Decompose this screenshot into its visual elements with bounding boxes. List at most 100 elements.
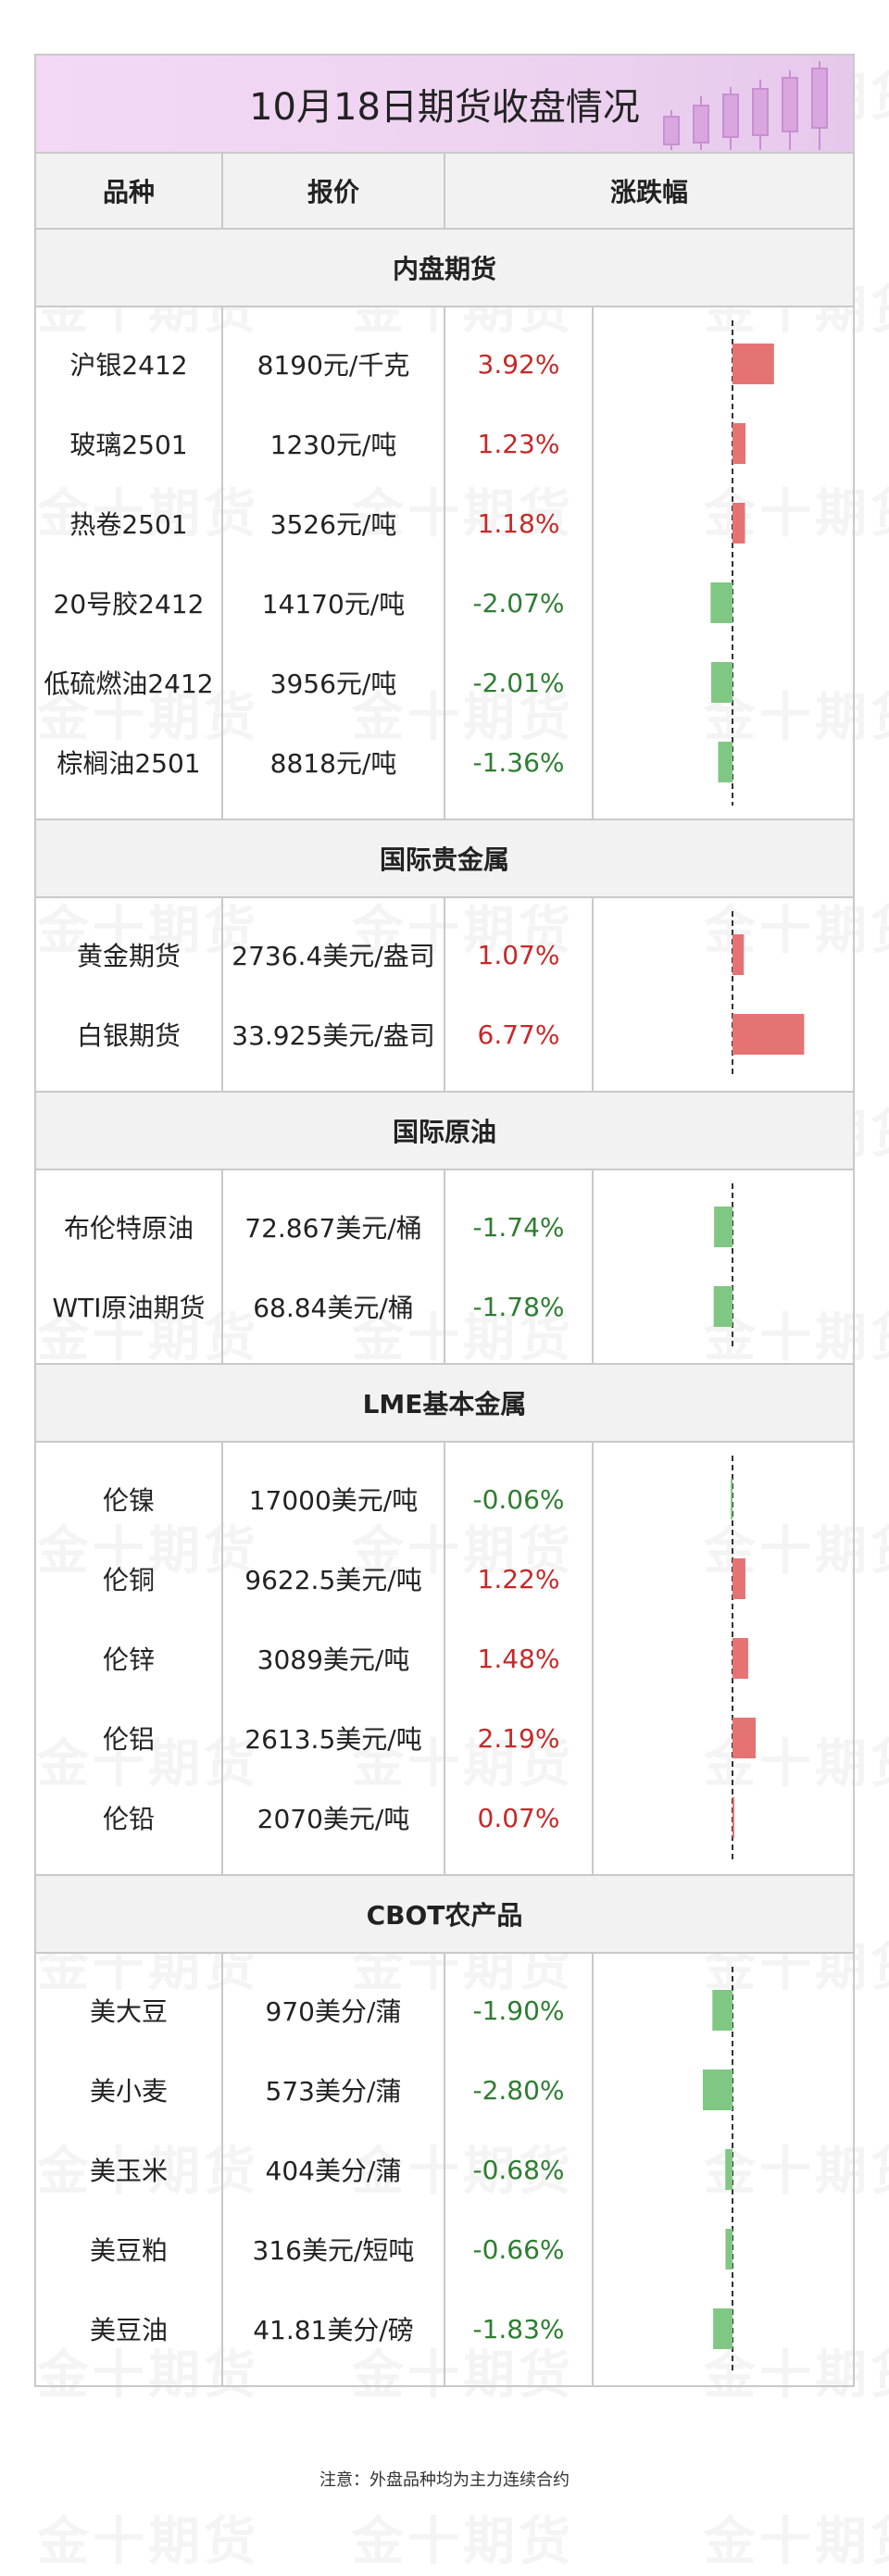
price-column: 8190元/千克 1230元/吨 3526元/吨 14170元/吨 3956元/吨 881… [223, 307, 445, 819]
commodity-name: 美玉米 [89, 2156, 168, 2186]
name-column: 沪银2412 玻璃2501 热卷2501 20号胶2412 低硫燃油2412 棕榈油250… [36, 307, 223, 819]
change-bar [732, 1718, 757, 1758]
commodity-change: -0.68% [472, 2154, 565, 2185]
commodity-name: 美豆油 [89, 2315, 168, 2345]
commodity-price: 3089美元/吨 [257, 1644, 410, 1675]
name-column: 伦镍 伦铜 伦锌 伦铝 伦铅 [36, 1443, 223, 1874]
commodity-price: 3956元/吨 [269, 669, 397, 699]
table-header: 品种 报价 涨跌幅 [36, 154, 853, 230]
commodity-price: 68.84美元/桶 [253, 1293, 414, 1323]
change-bar [732, 1797, 734, 1838]
header-change: 涨跌幅 [609, 177, 688, 207]
change-bar [711, 662, 732, 703]
name-column: 黄金期货 白银期货 [36, 898, 223, 1091]
section-body: 黄金期货 白银期货 2736.4美元/盎司 33.925美元/盎司 1.07% 6.77% [36, 898, 853, 1093]
change-bar [732, 1014, 805, 1055]
section-body: 美大豆 美小麦 美玉米 美豆粕 美豆油 970美分/蒲 573美分/蒲 404美分/蒲 316美… [36, 1954, 853, 2385]
change-bar-chart [731, 1456, 757, 1861]
commodity-price: 8190元/千克 [257, 350, 410, 381]
header-price: 报价 [223, 154, 445, 228]
commodity-price: 2736.4美元/盎司 [232, 941, 435, 971]
commodity-change: 6.77% [477, 1019, 560, 1050]
change-bar [732, 1558, 745, 1599]
candlestick-decoration-icon [663, 61, 828, 150]
commodity-price: 9622.5美元/吨 [244, 1565, 422, 1595]
futures-table-card: 10月18日期货收盘情况 品种 报价 涨跌幅 内盘期货 沪银2412 玻璃2501 热… [34, 54, 855, 2387]
change-bar-chart [703, 1967, 733, 2372]
commodity-change: 1.22% [477, 1563, 560, 1594]
price-column: 17000美元/吨 9622.5美元/吨 3089美元/吨 2613.5美元/吨 207… [223, 1443, 445, 1874]
commodity-price: 17000美元/吨 [248, 1485, 419, 1516]
commodity-price: 404美分/蒲 [265, 2156, 402, 2186]
change-bar [732, 1638, 748, 1679]
name-column: 美大豆美小麦美玉米美豆粕美豆油 [36, 1954, 223, 2385]
change-bar [713, 2308, 732, 2349]
change-bar [731, 1479, 732, 1519]
bar-column [594, 1443, 853, 1874]
commodity-change: 2.19% [477, 1722, 560, 1754]
commodity-change: 1.23% [477, 428, 560, 459]
commodity-price: 33.925美元/盎司 [232, 1020, 435, 1051]
sections-container: 内盘期货 沪银2412 玻璃2501 热卷2501 20号胶2412 低硫燃油2412 棕榈… [36, 230, 853, 2385]
commodity-name: 伦铜 [102, 1565, 155, 1595]
section-header: CBOT农产品 [36, 1876, 853, 1954]
commodity-name: 棕榈油2501 [56, 748, 201, 779]
title-bar: 10月18日期货收盘情况 [36, 56, 853, 154]
change-bar [713, 1286, 732, 1327]
commodity-change: -0.66% [472, 2233, 565, 2265]
commodity-name: 美小麦 [89, 2076, 168, 2107]
commodity-name: 伦锌 [102, 1644, 155, 1675]
commodity-change: -2.01% [472, 667, 565, 698]
commodity-change: -1.78% [472, 1291, 565, 1322]
commodity-name: 热卷2501 [69, 509, 188, 540]
change-bar [732, 344, 774, 384]
change-bar [732, 503, 745, 544]
commodity-name: 玻璃2501 [69, 430, 188, 460]
name-column: 布伦特原油 WTI原油期货 [36, 1170, 223, 1363]
commodity-name: 伦铝 [102, 1724, 155, 1755]
watermark-logo: 金十期货 [704, 2500, 889, 2575]
watermark-logo: 金十期货 [352, 2500, 574, 2575]
commodity-price: 14170元/吨 [261, 589, 406, 619]
commodity-price: 2070美元/吨 [257, 1804, 410, 1834]
commodity-change: -2.80% [472, 2074, 565, 2106]
section-body: 伦镍 伦铜 伦锌 伦铝 伦铅 17000美元/吨 9622.5美元/吨 3089美元/吨 261… [36, 1443, 853, 1876]
footnote: 注意：外盘品种均为主力连续合约 [319, 2470, 570, 2490]
commodity-change: 1.07% [477, 939, 560, 970]
change-bar [725, 2229, 732, 2270]
change-column: -0.06% 1.22% 1.48% 2.19% 0.07% [445, 1443, 594, 1874]
commodity-name: 美大豆 [89, 1996, 168, 2027]
commodity-name: 伦镍 [102, 1485, 155, 1516]
section-body: 沪银2412 玻璃2501 热卷2501 20号胶2412 低硫燃油2412 棕榈油250… [36, 307, 853, 820]
commodity-name: 白银期货 [76, 1020, 181, 1051]
commodity-change: 3.92% [477, 348, 560, 380]
page-title: 10月18日期货收盘情况 [249, 86, 640, 129]
commodity-name: WTI原油期货 [52, 1293, 206, 1323]
change-bar-chart [713, 1183, 733, 1350]
commodity-price: 1230元/吨 [269, 430, 397, 460]
bar-column [594, 1954, 853, 2385]
commodity-name: 美豆粕 [89, 2235, 168, 2266]
commodity-change: 1.18% [477, 507, 560, 539]
commodity-price: 72.867美元/桶 [244, 1213, 422, 1244]
commodity-change: -0.06% [472, 1483, 565, 1515]
commodity-name: 低硫燃油2412 [44, 669, 214, 699]
commodity-change: 0.07% [477, 1802, 560, 1833]
commodity-name: 布伦特原油 [63, 1213, 194, 1244]
commodity-price: 2613.5美元/吨 [244, 1724, 422, 1755]
change-bar-chart [710, 320, 774, 806]
section-header: LME基本金属 [36, 1365, 853, 1443]
section-body: 布伦特原油 WTI原油期货 72.867美元/桶 68.84美元/桶 -1.74% -1.… [36, 1170, 853, 1365]
commodity-change: -2.07% [472, 587, 565, 619]
commodity-change: -1.36% [472, 746, 565, 778]
watermark-logo: 金十期货 [37, 2500, 259, 2575]
change-column: -1.74% -1.78% [445, 1170, 594, 1363]
price-column: 2736.4美元/盎司 33.925美元/盎司 [223, 898, 445, 1091]
change-column: 1.07% 6.77% [445, 898, 594, 1091]
commodity-change: 1.48% [477, 1643, 560, 1674]
commodity-price: 573美分/蒲 [265, 2076, 402, 2107]
change-bar [703, 2070, 732, 2110]
bar-column [594, 1170, 853, 1363]
price-column: 970美分/蒲 573美分/蒲 404美分/蒲 316美元/短吨 41.81美分/磅 [223, 1954, 445, 2385]
change-bar [714, 1207, 732, 1247]
